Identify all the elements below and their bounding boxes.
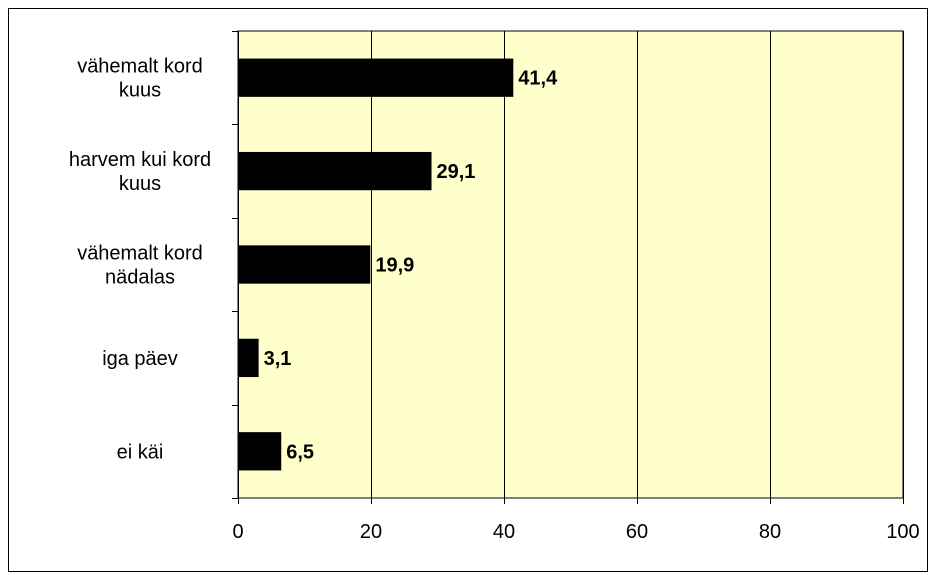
x-tick-label-60: 60	[626, 521, 648, 543]
data-label-2: 19,9	[375, 255, 414, 277]
category-label-3: iga päev	[102, 348, 178, 370]
bars	[238, 58, 514, 471]
data-label-0: 41,4	[518, 68, 558, 90]
data-labels: 41,4 29,1 19,9 3,1 6,5	[264, 68, 558, 464]
x-tick-label-100: 100	[886, 521, 919, 543]
gridlines	[371, 31, 904, 498]
x-tick-label-80: 80	[759, 521, 781, 543]
category-label-1-line-1: kuus	[119, 173, 161, 195]
category-label-4: ei käi	[117, 441, 164, 463]
category-label-3-line-0: iga päev	[102, 348, 178, 370]
category-label-1: harvem kui kord kuus	[69, 149, 211, 195]
bar-2	[238, 245, 371, 284]
x-tick-label-20: 20	[360, 521, 382, 543]
bar-1	[238, 151, 432, 191]
bar-4	[238, 432, 282, 471]
data-label-4: 6,5	[286, 441, 314, 463]
x-tick-label-40: 40	[493, 521, 515, 543]
x-tick-label-0: 0	[232, 521, 243, 543]
bar-3	[238, 338, 259, 378]
category-label-2-line-1: nädalas	[105, 267, 175, 289]
category-label-1-line-0: harvem kui kord	[69, 149, 211, 171]
category-label-0-line-0: vähemalt kord	[77, 56, 203, 78]
category-label-0: vähemalt kord kuus	[77, 56, 203, 102]
data-label-1: 29,1	[437, 161, 476, 183]
data-label-3: 3,1	[264, 348, 292, 370]
bar-0	[238, 58, 514, 97]
category-label-2: vähemalt kord nädalas	[77, 243, 203, 289]
axes	[232, 31, 904, 504]
category-label-2-line-0: vähemalt kord	[77, 243, 203, 265]
category-label-4-line-0: ei käi	[117, 441, 164, 463]
category-label-0-line-1: kuus	[119, 80, 161, 102]
x-tick-labels: 0 20 40 60 80 100	[232, 521, 919, 543]
